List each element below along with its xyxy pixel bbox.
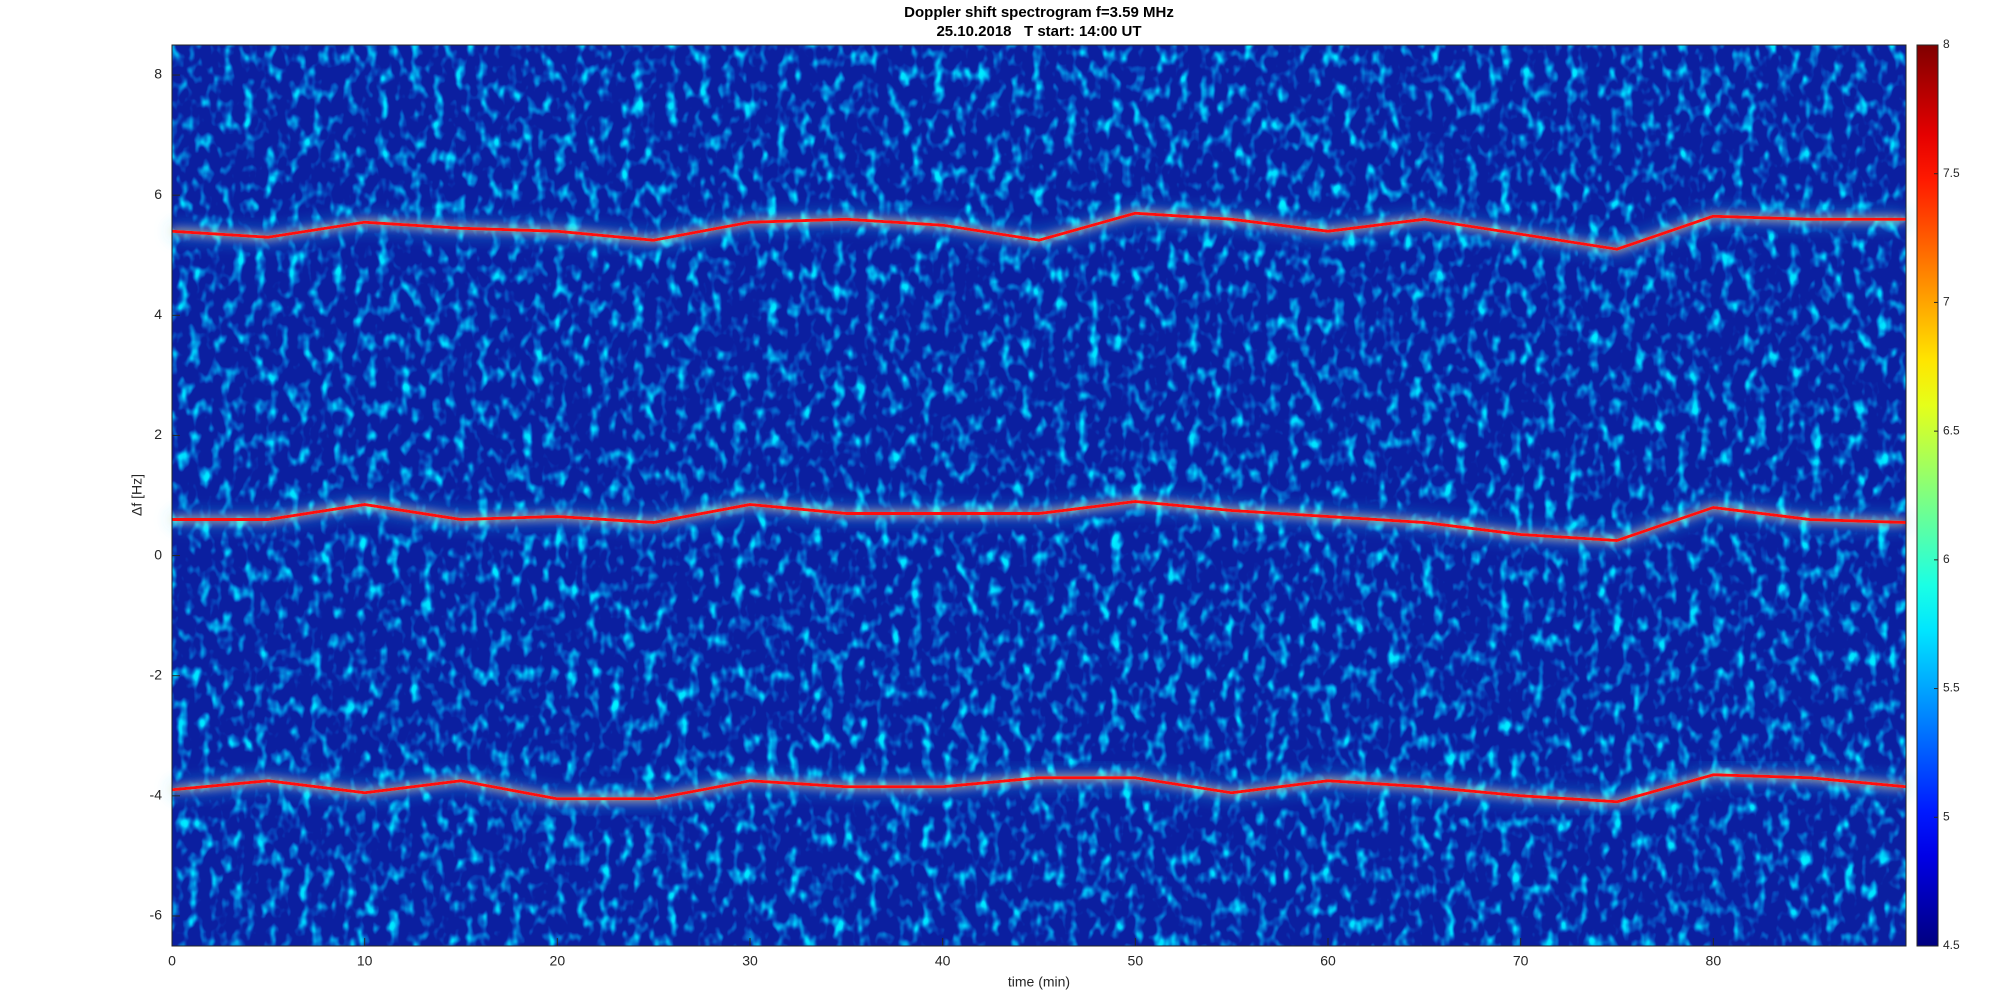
plot-frame — [171, 44, 1907, 947]
y-tick-label: -2 — [150, 666, 163, 682]
colorbar-tick-label: 5.5 — [1943, 681, 1960, 695]
x-tick-label: 40 — [935, 953, 951, 969]
chart-title: Doppler shift spectrogram f=3.59 MHz — [904, 4, 1174, 21]
colorbar-tick-label: 4.5 — [1943, 938, 1960, 952]
x-tick-label: 10 — [357, 953, 373, 969]
x-tick-label: 70 — [1513, 953, 1529, 969]
colorbar-tick-label: 5 — [1943, 809, 1950, 823]
spectrogram-noise — [172, 45, 1906, 946]
y-tick-label: -4 — [150, 787, 163, 803]
y-axis-label: Δf [Hz] — [129, 474, 145, 516]
colorbar — [1916, 44, 1939, 947]
y-tick-label: 6 — [154, 186, 162, 202]
doppler-trace — [172, 500, 1907, 542]
chart-subtitle: 25.10.2018 T start: 14:00 UT — [936, 23, 1141, 40]
x-tick-label: 20 — [550, 953, 566, 969]
y-tick-label: 4 — [154, 306, 162, 322]
colorbar-tick-label: 7 — [1943, 295, 1950, 309]
colorbar-tick-label: 7.5 — [1943, 166, 1960, 180]
x-axis-label: time (min) — [1008, 974, 1070, 990]
doppler-trace — [171, 773, 1907, 804]
x-tick-label: 0 — [168, 953, 176, 969]
x-tick-label: 50 — [1128, 953, 1144, 969]
x-tick-label: 60 — [1320, 953, 1336, 969]
colorbar-tick-label: 6 — [1943, 552, 1950, 566]
y-tick-label: -6 — [150, 907, 163, 923]
y-tick-label: 8 — [154, 66, 162, 82]
colorbar-tick-label: 8 — [1943, 37, 1950, 51]
y-tick-label: 0 — [154, 546, 162, 562]
doppler-trace — [171, 211, 1906, 251]
colorbar-tick-label: 6.5 — [1943, 423, 1960, 437]
x-tick-label: 80 — [1706, 953, 1722, 969]
x-tick-label: 30 — [742, 953, 758, 969]
y-tick-label: 2 — [154, 426, 162, 442]
